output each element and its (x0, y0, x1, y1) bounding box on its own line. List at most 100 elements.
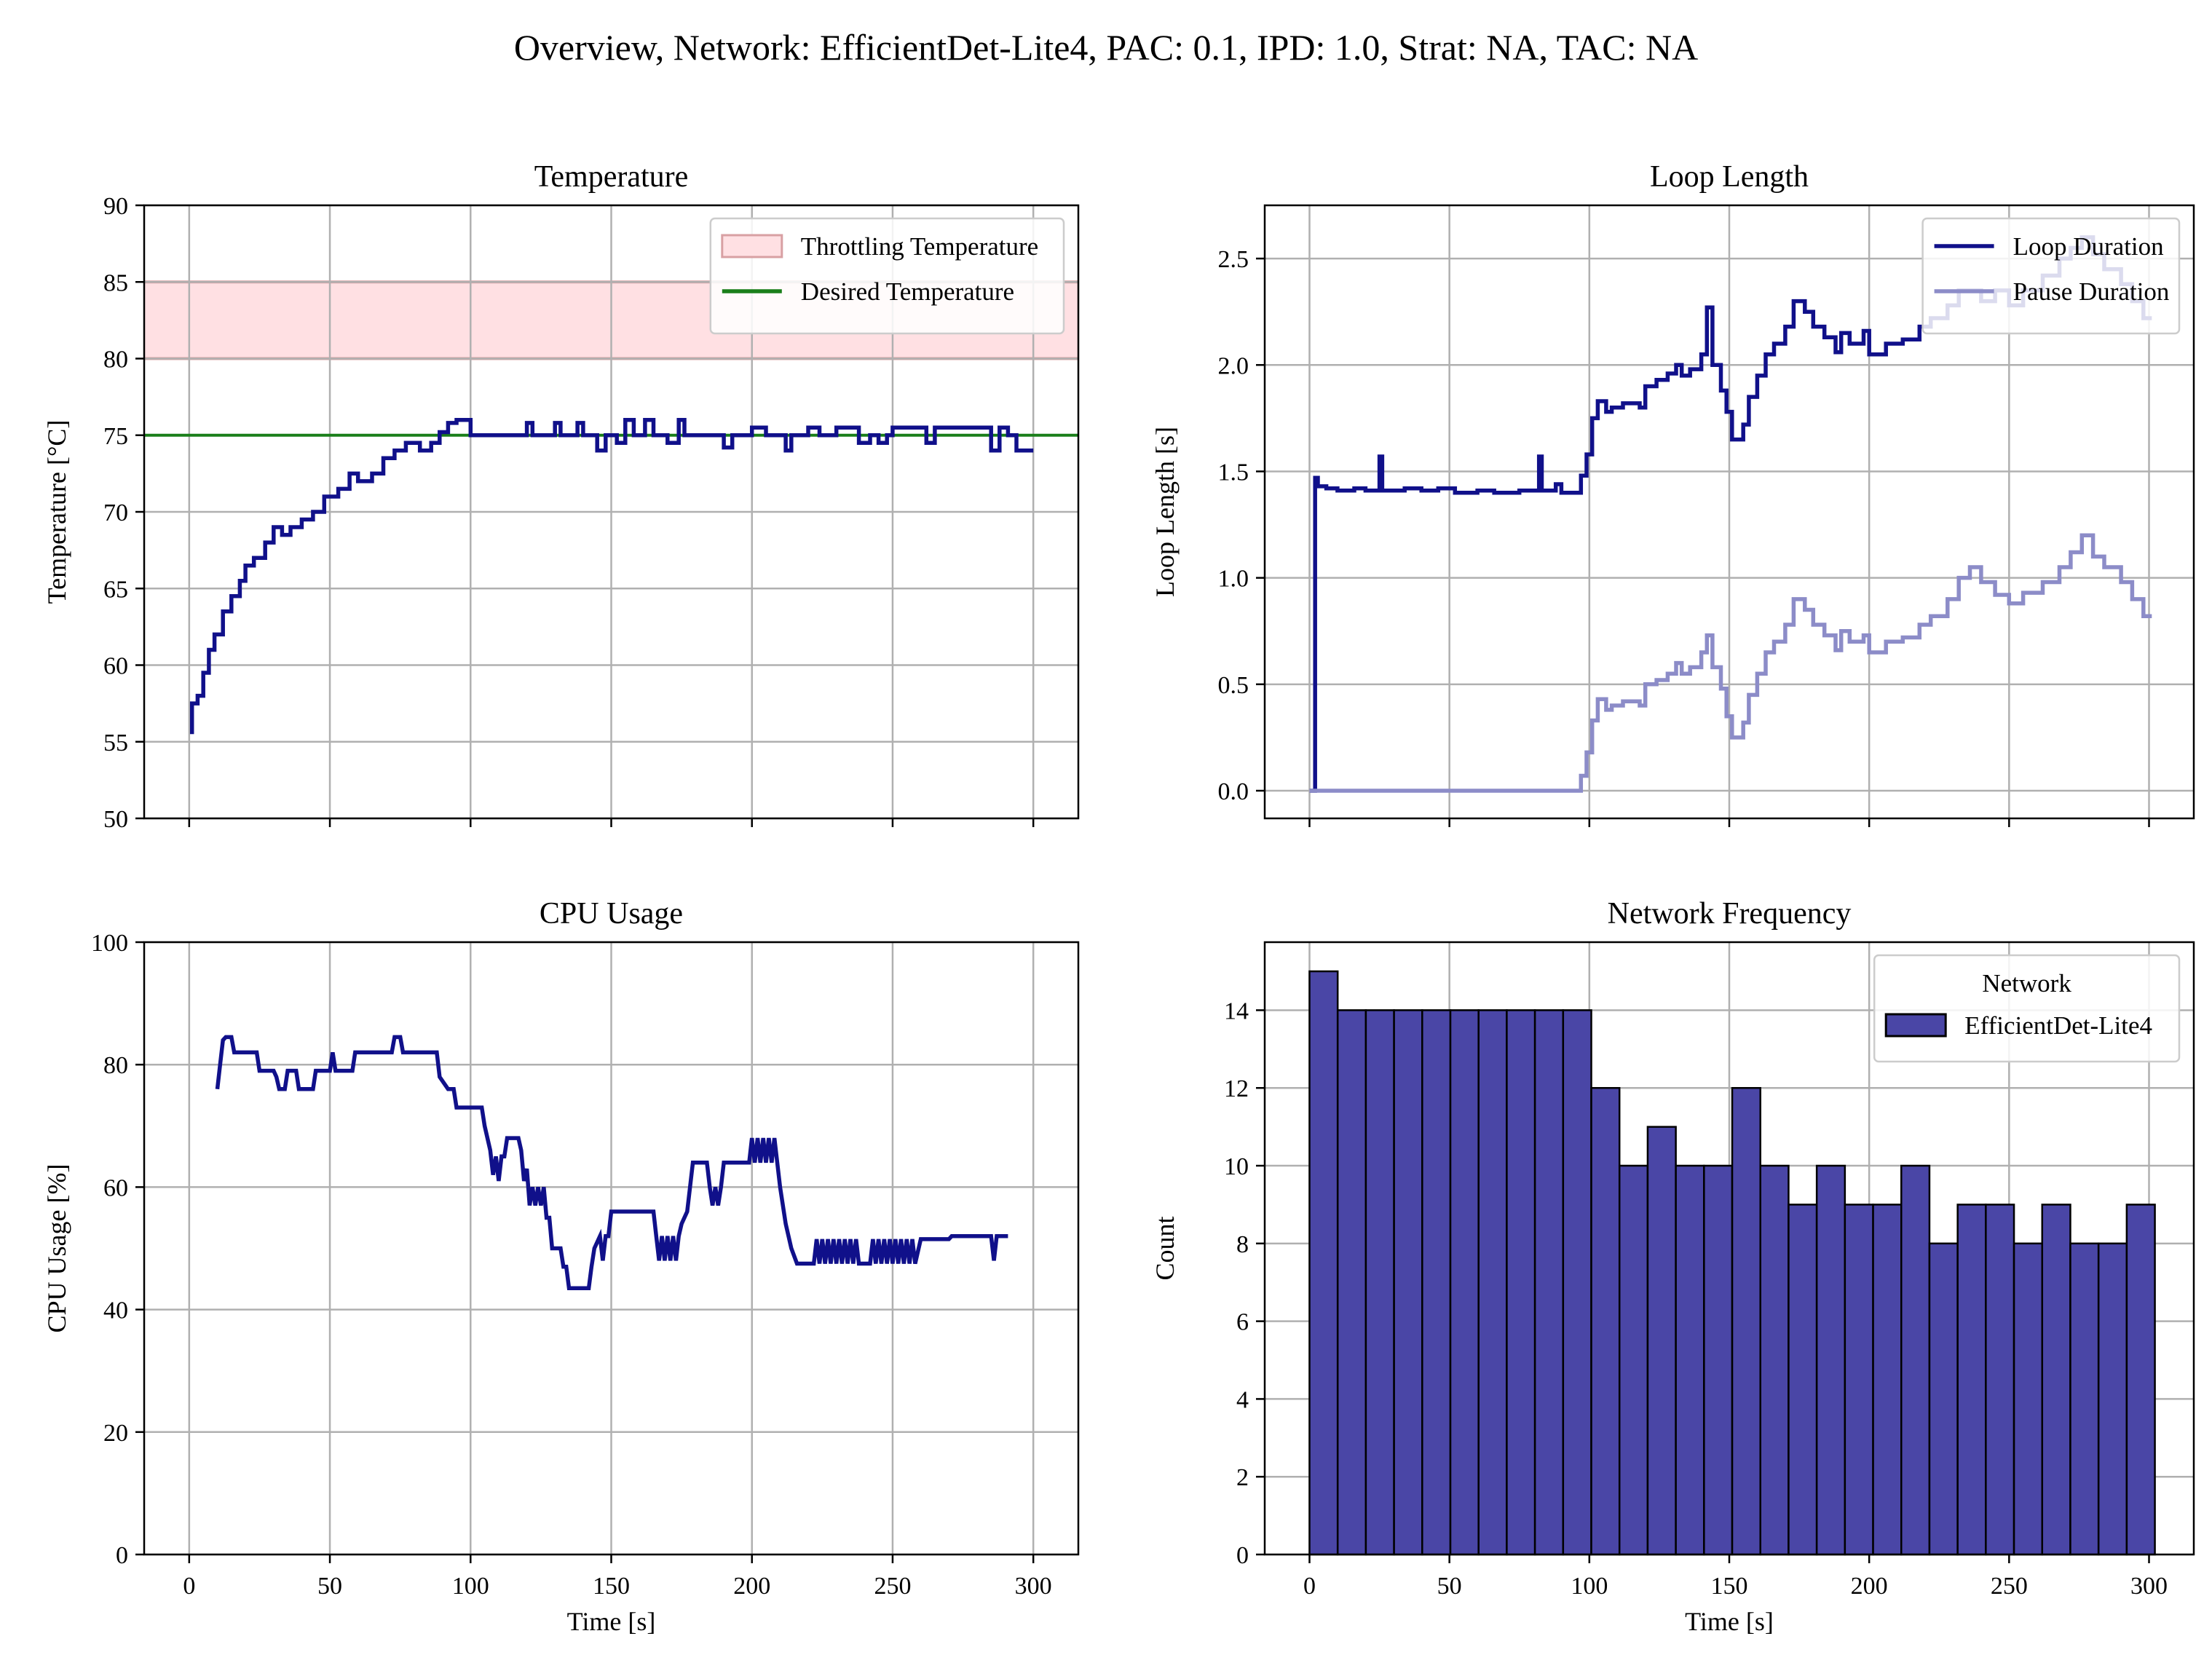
x-tick-label: 0 (1303, 1573, 1316, 1600)
histogram-bar (1788, 1204, 1818, 1556)
y-tick-label: 2.0 (1218, 352, 1249, 379)
histogram-bar (1477, 1009, 1508, 1556)
legend-swatch (721, 234, 783, 258)
histogram-bar (1506, 1009, 1536, 1556)
temperature-series-line (189, 417, 1034, 735)
y-tick-label: 10 (1224, 1153, 1249, 1180)
y-tick-label: 1.0 (1218, 566, 1249, 593)
histogram-bar (1533, 1009, 1565, 1556)
y-tick-label: 60 (103, 1174, 128, 1201)
y-tick-label: 20 (103, 1420, 128, 1447)
y-tick-label: 0.5 (1218, 672, 1249, 699)
x-tick-label: 300 (1015, 1573, 1052, 1600)
cpu-usage-series-line (215, 1035, 1008, 1290)
histogram-bar (1364, 1009, 1395, 1556)
x-tick-label: 50 (317, 1573, 342, 1600)
y-tick-label: 85 (103, 269, 128, 296)
histogram-bar (1956, 1204, 1987, 1556)
loop-length-title: Loop Length (1650, 160, 1809, 194)
pause-duration-line (1309, 533, 2152, 793)
loop-length-y-axis-label: Loop Length [s] (1150, 427, 1180, 597)
network-frequency-legend: Network EfficientDet-Lite4 (1873, 954, 2181, 1063)
y-tick-label: 2 (1236, 1464, 1249, 1491)
y-tick-label: 6 (1236, 1309, 1249, 1336)
legend-label: Desired Temperature (801, 277, 1014, 306)
histogram-bar (2012, 1242, 2044, 1556)
x-tick-label: 150 (1711, 1573, 1748, 1600)
legend-swatch (1884, 1013, 1947, 1038)
histogram-bar (2069, 1242, 2100, 1556)
y-tick-label: 4 (1236, 1386, 1249, 1413)
y-tick-label: 60 (103, 653, 128, 680)
y-tick-label: 1.5 (1218, 459, 1249, 486)
y-tick-label: 65 (103, 576, 128, 603)
histogram-bar (1336, 1009, 1367, 1556)
histogram-bar (1844, 1204, 1874, 1556)
y-tick-label: 40 (103, 1297, 128, 1324)
histogram-bar (2125, 1204, 2156, 1556)
histogram-bar (1759, 1164, 1790, 1556)
network-frequency-y-axis-label: Count (1150, 1216, 1180, 1280)
histogram-bar (1731, 1086, 1761, 1556)
histogram-bar (1646, 1126, 1677, 1556)
loop-length-legend: Loop Duration Pause Duration (1921, 217, 2181, 335)
cpu-usage-x-axis-label: Time [s] (567, 1607, 656, 1636)
y-tick-label: 70 (103, 499, 128, 526)
x-tick-label: 100 (452, 1573, 489, 1600)
x-tick-label: 200 (733, 1573, 770, 1600)
y-tick-label: 75 (103, 423, 128, 450)
x-tick-label: 250 (1991, 1573, 2028, 1600)
network-frequency-title: Network Frequency (1608, 897, 1852, 931)
histogram-bar (1872, 1204, 1903, 1556)
legend-label: Loop Duration (2013, 232, 2164, 261)
y-tick-label: 80 (103, 347, 128, 374)
histogram-bar (1393, 1009, 1423, 1556)
histogram-bar (1928, 1242, 1959, 1556)
cpu-usage-y-axis-label: CPU Usage [%] (42, 1164, 71, 1333)
y-tick-label: 0.0 (1218, 778, 1249, 805)
x-tick-label: 0 (183, 1573, 195, 1600)
temperature-title: Temperature (534, 160, 689, 194)
cpu-usage-panel: 0 50 100 150 200 250 300 0 20 40 60 80 100 CPU Usage T… (42, 897, 1080, 1636)
loop-length-panel: 0.0 0.5 1.0 1.5 2.0 2.5 Loop Length Loop Length… (1150, 160, 2195, 827)
histogram-bar (2041, 1204, 2071, 1556)
histogram-bar (1815, 1164, 1846, 1556)
histogram-bar (1449, 1009, 1480, 1556)
histogram-bar (1675, 1164, 1705, 1556)
histogram-bar (1562, 1009, 1592, 1556)
legend-label: Throttling Temperature (801, 232, 1038, 261)
y-tick-label: 50 (103, 806, 128, 833)
temperature-legend: Throttling Temperature Desired Temperatur… (709, 217, 1065, 335)
histogram-bar (1618, 1164, 1649, 1556)
y-tick-label: 14 (1224, 997, 1249, 1024)
histogram-bar (1985, 1204, 2015, 1556)
y-tick-label: 12 (1224, 1075, 1249, 1102)
histogram-bar (1308, 970, 1339, 1556)
temperature-y-axis-label: Temperature [°C] (42, 420, 71, 604)
histogram-bar (1703, 1164, 1734, 1556)
legend-title: Network (1982, 969, 2071, 997)
y-tick-label: 0 (116, 1542, 128, 1569)
temperature-panel: 50 55 60 65 70 75 80 85 90 Temperature Temperature… (42, 160, 1080, 833)
histogram-bar (1421, 1009, 1452, 1556)
y-tick-label: 100 (91, 930, 128, 957)
legend-box (709, 217, 1065, 335)
y-tick-label: 0 (1236, 1542, 1249, 1569)
cpu-usage-title: CPU Usage (540, 897, 683, 931)
x-tick-label: 150 (593, 1573, 630, 1600)
y-tick-label: 2.5 (1218, 246, 1249, 273)
y-tick-label: 55 (103, 730, 128, 756)
y-tick-label: 8 (1236, 1231, 1249, 1258)
y-tick-label: 80 (103, 1052, 128, 1079)
legend-box (1873, 954, 2181, 1063)
legend-label: Pause Duration (2013, 277, 2170, 306)
histogram-bar (1900, 1164, 1931, 1556)
figure-title: Overview, Network: EfficientDet-Lite4, P… (514, 27, 1698, 68)
x-tick-label: 50 (1437, 1573, 1462, 1600)
histogram-bar (1590, 1086, 1621, 1556)
x-tick-label: 300 (2130, 1573, 2168, 1600)
x-tick-label: 250 (874, 1573, 911, 1600)
network-frequency-x-axis-label: Time [s] (1685, 1607, 1774, 1636)
histogram-bar (2097, 1242, 2128, 1556)
